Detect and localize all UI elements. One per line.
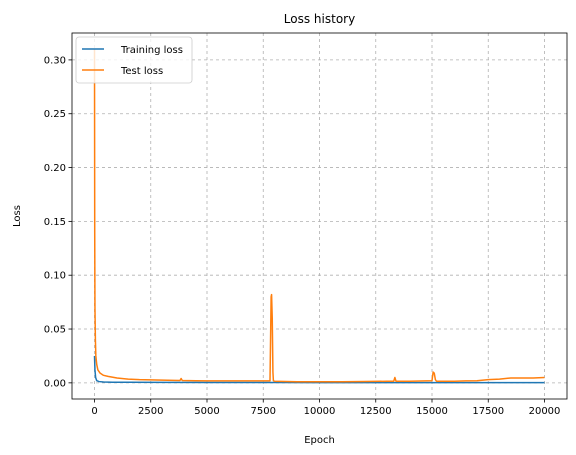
x-tick-label: 5000: [194, 406, 219, 417]
y-tick-label: 0.25: [44, 109, 66, 120]
x-axis-label: Epoch: [304, 435, 335, 446]
y-axis-label: Loss: [12, 205, 23, 227]
x-axis: 0 2500 5000 7500 10000 12500 15000 17500 20000: [91, 399, 560, 417]
x-tick-label: 2500: [138, 406, 163, 417]
x-tick-label: 10000: [304, 406, 336, 417]
y-tick-label: 0.30: [44, 55, 66, 66]
legend-label-training: Training loss: [120, 45, 183, 56]
y-tick-label: 0.00: [44, 378, 66, 389]
x-tick-label: 20000: [529, 406, 561, 417]
y-tick-label: 0.05: [44, 325, 66, 336]
series-line-test-loss: [93, 49, 545, 383]
x-tick-label: 7500: [251, 406, 276, 417]
legend: Training loss Test loss: [75, 36, 193, 84]
chart-title: Loss history: [284, 12, 355, 26]
x-tick-label: 17500: [472, 406, 504, 417]
y-tick-label: 0.15: [44, 217, 66, 228]
y-tick-label: 0.10: [44, 271, 66, 282]
legend-label-test: Test loss: [120, 66, 163, 77]
series-line-training-loss: [93, 355, 545, 384]
x-tick-label: 0: [91, 406, 97, 417]
y-axis: 0.00 0.05 0.10 0.15 0.20 0.25 0.30: [44, 55, 72, 389]
y-tick-label: 0.20: [44, 163, 66, 174]
x-tick-label: 12500: [360, 406, 392, 417]
x-tick-label: 15000: [416, 406, 448, 417]
legend-box: [75, 36, 193, 84]
series-layer: [93, 49, 545, 384]
